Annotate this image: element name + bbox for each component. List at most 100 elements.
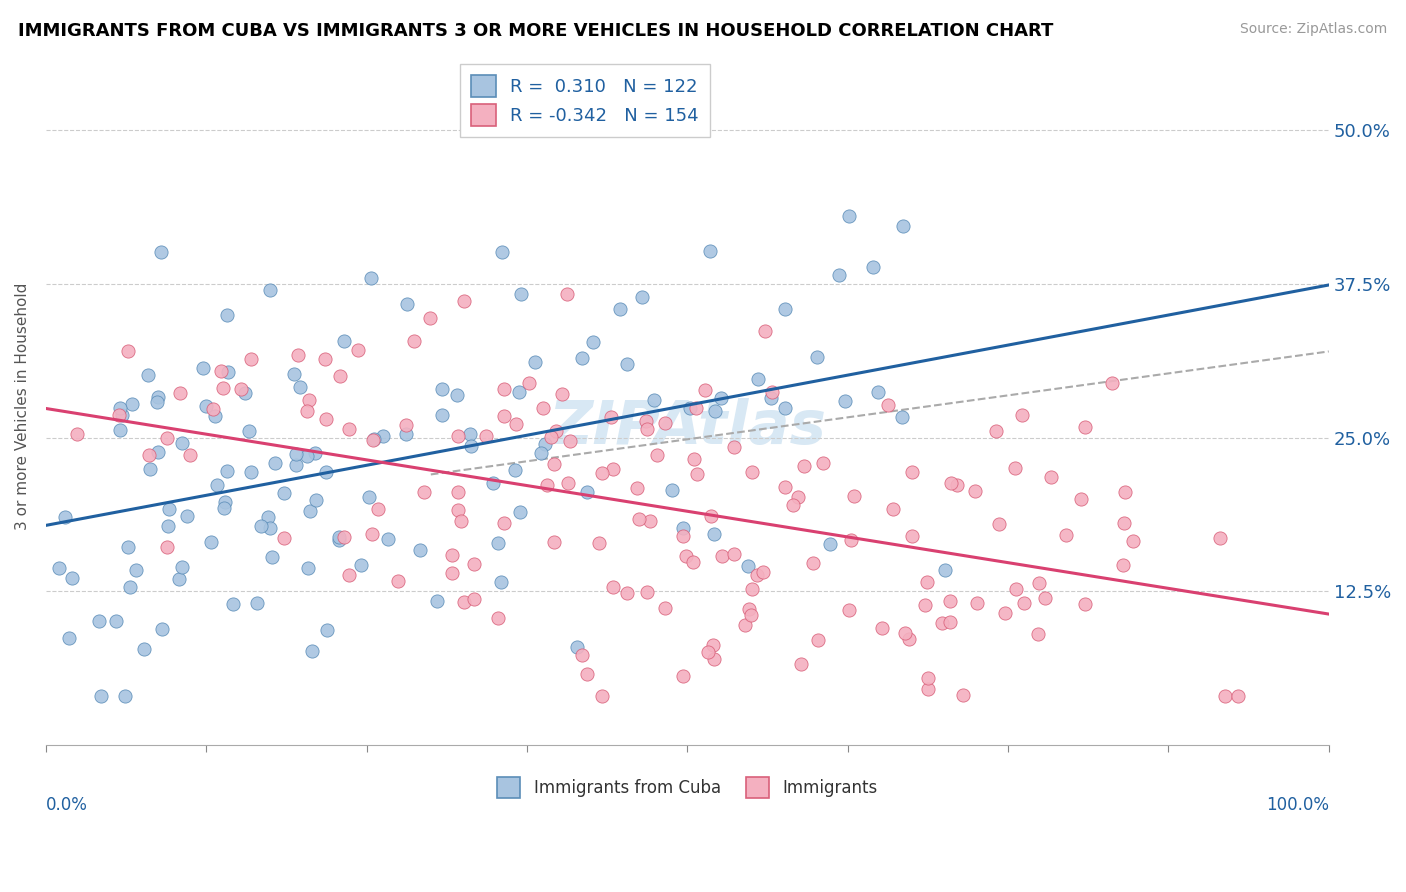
- Point: [262, 549, 284, 564]
- Point: [298, 392, 321, 407]
- Point: [239, 351, 262, 366]
- Point: [952, 688, 974, 702]
- Point: [117, 344, 139, 359]
- Point: [108, 401, 131, 415]
- Point: [891, 219, 914, 233]
- Point: [1074, 598, 1097, 612]
- Point: [250, 519, 273, 533]
- Point: [616, 585, 638, 599]
- Point: [654, 601, 676, 615]
- Point: [304, 446, 326, 460]
- Point: [914, 598, 936, 612]
- Point: [453, 595, 475, 609]
- Point: [882, 502, 904, 516]
- Point: [862, 260, 884, 274]
- Point: [146, 390, 169, 404]
- Point: [377, 533, 399, 547]
- Point: [110, 423, 132, 437]
- Point: [215, 308, 238, 322]
- Point: [752, 565, 775, 579]
- Point: [723, 547, 745, 561]
- Point: [316, 624, 339, 638]
- Point: [205, 477, 228, 491]
- Point: [675, 549, 697, 564]
- Point: [209, 364, 232, 378]
- Point: [314, 351, 336, 366]
- Point: [426, 594, 449, 608]
- Point: [588, 536, 610, 550]
- Point: [741, 465, 763, 479]
- Point: [297, 449, 319, 463]
- Point: [200, 534, 222, 549]
- Point: [602, 462, 624, 476]
- Point: [264, 456, 287, 470]
- Point: [807, 632, 830, 647]
- Point: [157, 518, 180, 533]
- Point: [787, 490, 810, 504]
- Point: [1033, 591, 1056, 606]
- Point: [217, 365, 239, 379]
- Point: [505, 417, 527, 431]
- Point: [1054, 528, 1077, 542]
- Point: [240, 466, 263, 480]
- Point: [211, 381, 233, 395]
- Point: [231, 382, 253, 396]
- Point: [474, 429, 496, 443]
- Point: [246, 596, 269, 610]
- Point: [754, 324, 776, 338]
- Point: [503, 462, 526, 476]
- Y-axis label: 3 or more Vehicles in Household: 3 or more Vehicles in Household: [15, 283, 30, 531]
- Point: [917, 671, 939, 685]
- Point: [346, 343, 368, 357]
- Point: [333, 530, 356, 544]
- Point: [1011, 408, 1033, 422]
- Point: [148, 444, 170, 458]
- Point: [446, 388, 468, 402]
- Point: [703, 652, 725, 666]
- Text: ZIPAtlas: ZIPAtlas: [548, 398, 827, 457]
- Point: [273, 486, 295, 500]
- Point: [450, 514, 472, 528]
- Point: [834, 394, 856, 409]
- Point: [337, 421, 360, 435]
- Point: [301, 644, 323, 658]
- Point: [939, 615, 962, 629]
- Point: [806, 350, 828, 364]
- Point: [710, 549, 733, 563]
- Point: [661, 483, 683, 498]
- Point: [654, 416, 676, 430]
- Point: [150, 244, 173, 259]
- Point: [367, 501, 389, 516]
- Point: [273, 531, 295, 545]
- Point: [1040, 470, 1063, 484]
- Point: [643, 392, 665, 407]
- Point: [761, 385, 783, 400]
- Point: [1070, 491, 1092, 506]
- Point: [630, 290, 652, 304]
- Point: [546, 424, 568, 438]
- Point: [575, 666, 598, 681]
- Point: [679, 401, 702, 415]
- Point: [297, 560, 319, 574]
- Point: [1074, 419, 1097, 434]
- Point: [793, 459, 815, 474]
- Point: [167, 572, 190, 586]
- Point: [636, 585, 658, 599]
- Point: [636, 422, 658, 436]
- Point: [430, 408, 453, 422]
- Point: [333, 334, 356, 348]
- Point: [360, 526, 382, 541]
- Point: [897, 632, 920, 647]
- Point: [934, 564, 956, 578]
- Point: [616, 357, 638, 371]
- Point: [571, 351, 593, 365]
- Point: [901, 465, 924, 479]
- Point: [844, 489, 866, 503]
- Point: [287, 348, 309, 362]
- Point: [540, 430, 562, 444]
- Point: [288, 380, 311, 394]
- Point: [132, 642, 155, 657]
- Point: [409, 542, 432, 557]
- Point: [543, 534, 565, 549]
- Point: [222, 597, 245, 611]
